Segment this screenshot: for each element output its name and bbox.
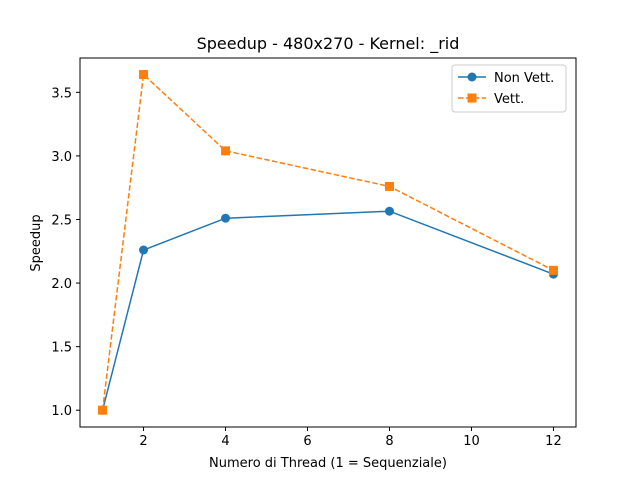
- data-point-square: [221, 146, 231, 156]
- data-point-circle: [384, 206, 394, 216]
- series-line-1: [101, 72, 554, 411]
- y-tick-label: 2.5: [51, 213, 72, 228]
- legend-label: Vett.: [494, 92, 524, 107]
- y-tick-label: 2.0: [51, 277, 72, 292]
- x-axis-label: Numero di Thread (1 = Sequenziale): [209, 456, 447, 471]
- legend-marker-circle: [467, 72, 477, 82]
- legend-marker-square: [467, 93, 477, 103]
- chart-title: Speedup - 480x270 - Kernel: _rid: [197, 34, 460, 54]
- legend: Non Vett. Vett.: [451, 64, 567, 113]
- legend-label: Non Vett.: [494, 71, 554, 86]
- x-tick-label: 12: [545, 434, 562, 449]
- data-point-square: [548, 265, 558, 275]
- y-axis-label: Speedup: [29, 214, 44, 271]
- y-tick-label: 3.5: [51, 86, 72, 101]
- axes-frame: [79, 57, 577, 428]
- data-point-circle: [221, 213, 231, 223]
- plot-area: 2 4 6 8 10 12 1.0 1.5 2.0 2.5 3.0 3.5: [51, 57, 577, 449]
- x-tick-label: 4: [221, 434, 229, 449]
- x-tick-label: 10: [463, 434, 480, 449]
- data-point-square: [98, 405, 108, 415]
- data-point-square: [384, 181, 394, 191]
- x-tick-label: 2: [139, 434, 147, 449]
- data-point-circle: [139, 245, 149, 255]
- x-tick-label: 8: [385, 434, 393, 449]
- x-tick-label: 6: [303, 434, 311, 449]
- y-tick-label: 3.0: [51, 150, 72, 165]
- y-tick-label: 1.0: [51, 404, 72, 419]
- data-point-square: [139, 70, 149, 80]
- y-tick-label: 1.5: [51, 341, 72, 356]
